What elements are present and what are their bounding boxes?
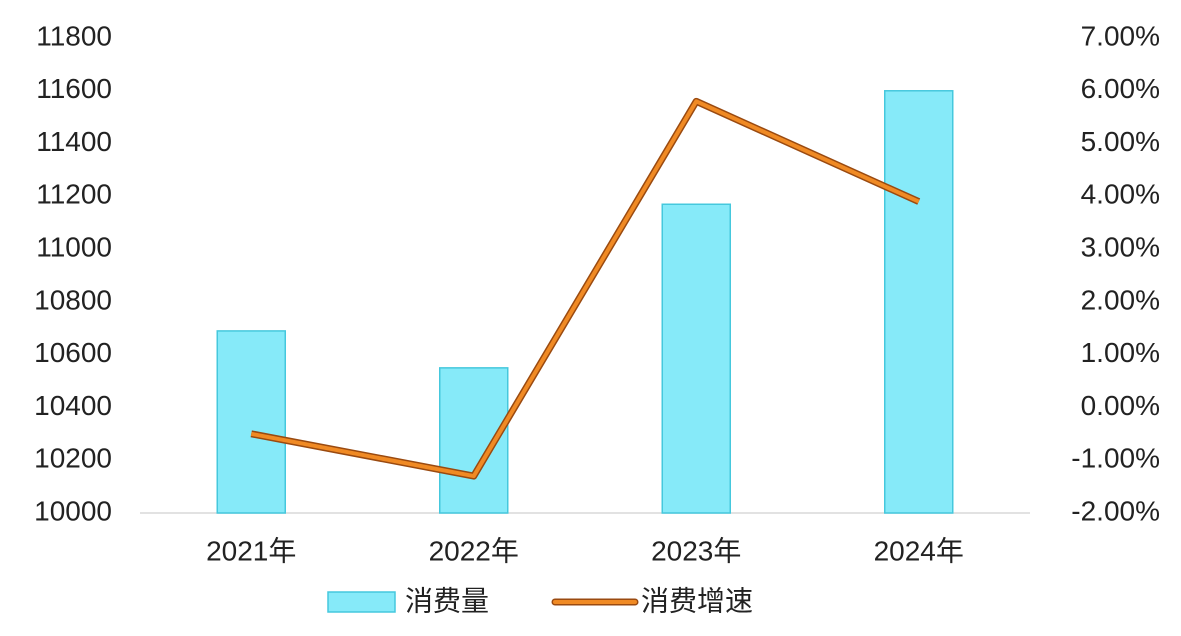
y2-tick-label: 2.00% (1081, 284, 1160, 315)
x-tick-label: 2022年 (429, 535, 519, 566)
y2-tick-label: 0.00% (1081, 390, 1160, 421)
y-tick-label: 10200 (34, 443, 112, 474)
y-tick-label: 11600 (36, 73, 112, 104)
y2-tick-label: -1.00% (1071, 443, 1160, 474)
x-tick-label: 2024年 (874, 535, 964, 566)
legend-swatch (327, 591, 396, 613)
legend-label: 消费增速 (641, 585, 753, 616)
y2-tick-label: 1.00% (1081, 337, 1160, 368)
y-tick-label: 10600 (34, 337, 112, 368)
y-tick-label: 11800 (36, 20, 112, 51)
line (250, 99, 920, 479)
y2-tick-label: 4.00% (1081, 179, 1160, 210)
bar (884, 90, 954, 514)
y-tick-label: 10000 (34, 495, 112, 526)
y-tick-label: 11000 (36, 232, 112, 263)
bar (216, 330, 286, 514)
y-tick-label: 11200 (36, 179, 112, 210)
y2-tick-label: 5.00% (1081, 126, 1160, 157)
y2-tick-label: -2.00% (1071, 495, 1160, 526)
y2-tick-label: 6.00% (1081, 73, 1160, 104)
y-tick-label: 11400 (36, 126, 112, 157)
bar (661, 203, 731, 514)
x-tick-label: 2021年 (206, 535, 296, 566)
y2-tick-label: 3.00% (1081, 232, 1160, 263)
x-tick-label: 2023年 (651, 535, 741, 566)
legend-label: 消费量 (405, 585, 489, 616)
y-tick-label: 10800 (34, 284, 112, 315)
y-tick-label: 10400 (34, 390, 112, 421)
y2-tick-label: 7.00% (1081, 20, 1160, 51)
